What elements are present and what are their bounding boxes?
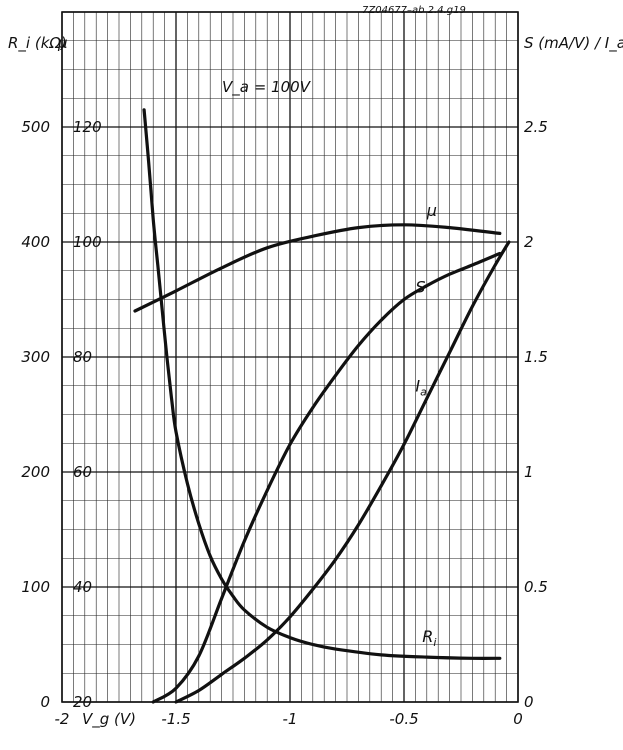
x-tick-label: -0.5 xyxy=(389,710,418,728)
labels: 7Z04677–ab 2.4.g19 R_i (kΩ) μ S (mA/V) /… xyxy=(8,5,623,729)
curve-label-ia: Ia xyxy=(415,377,427,399)
curve-mu xyxy=(133,223,502,313)
curves: μ S Ia Ri xyxy=(133,108,511,704)
subscript: a xyxy=(420,386,427,399)
plot-frame xyxy=(61,11,519,703)
grid xyxy=(61,11,519,703)
tick-labels: -2 -1.5 -1 -0.5 0010020030040050020406080100… xyxy=(21,118,548,728)
curve-ri xyxy=(142,108,502,660)
ri-tick-label: 400 xyxy=(21,233,50,251)
x-tick-label: 0 xyxy=(513,710,523,728)
mu-tick-label: 60 xyxy=(73,463,92,481)
ri-tick-label: 500 xyxy=(21,118,50,136)
mu-tick-label: 120 xyxy=(73,118,102,136)
right-axis-title: S (mA/V) / I_a (mA) xyxy=(524,34,623,53)
curve-s xyxy=(151,251,502,704)
curve-label-ri: Ri xyxy=(422,627,436,649)
x-tick-label: -1.5 xyxy=(161,710,190,728)
right-tick-label: 0 xyxy=(524,693,534,711)
mu-tick-label: 80 xyxy=(73,348,92,366)
curve-ia xyxy=(174,240,511,704)
mu-tick-label: 40 xyxy=(73,578,92,596)
ri-tick-label: 0 xyxy=(40,693,50,711)
ri-axis-title: R_i (kΩ) xyxy=(8,34,67,53)
right-tick-label: 2.5 xyxy=(524,118,548,136)
right-tick-label: 1.5 xyxy=(524,348,548,366)
mu-axis-title: μ xyxy=(57,34,68,52)
curve-label-s: S xyxy=(415,278,425,297)
mu-tick-label: 20 xyxy=(73,693,92,711)
right-tick-label: 0.5 xyxy=(524,578,548,596)
subscript: i xyxy=(433,636,436,649)
right-tick-label: 2 xyxy=(524,233,534,251)
x-axis-title: V_g (V) xyxy=(82,710,136,729)
ri-tick-label: 100 xyxy=(21,578,50,596)
x-tick-label: -1 xyxy=(283,710,298,728)
x-tick-label: -2 xyxy=(55,710,70,728)
mu-tick-label: 100 xyxy=(73,233,102,251)
va-annotation: V_a = 100V xyxy=(222,78,312,97)
ri-tick-label: 200 xyxy=(21,463,50,481)
catalog-ref: 7Z04677–ab 2.4.g19 xyxy=(362,5,466,16)
right-tick-label: 1 xyxy=(524,463,534,481)
curve-label-mu: μ xyxy=(426,201,437,220)
ri-tick-label: 300 xyxy=(21,348,50,366)
